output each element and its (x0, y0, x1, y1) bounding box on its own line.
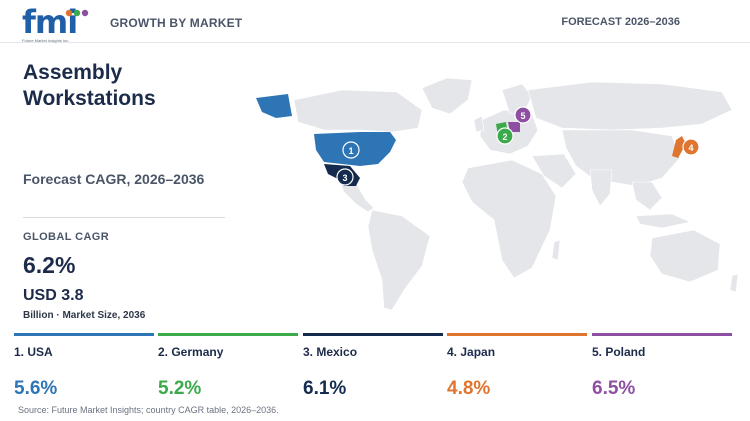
country-name-germany: 2. Germany (158, 345, 224, 359)
country-card-germany[interactable]: 2. Germany 5.2% (158, 333, 298, 400)
source-note: Source: Future Market Insights; country … (18, 405, 279, 415)
global-cagr-label: GLOBAL CAGR (23, 231, 110, 243)
country-cagr-germany: 5.2% (158, 378, 202, 399)
country-bar-japan (447, 333, 587, 336)
country-cagr-mexico: 6.1% (303, 378, 347, 399)
country-name-poland: 5. Poland (592, 345, 646, 359)
country-cagr-usa: 5.6% (14, 378, 58, 399)
rank-markers: 1 2 3 4 5 (336, 106, 700, 186)
marker-poland[interactable]: 5 (514, 106, 532, 124)
marker-mexico-label: 3 (342, 173, 347, 183)
marker-germany[interactable]: 2 (496, 127, 514, 145)
country-name-mexico: 3. Mexico (303, 345, 358, 359)
country-card-poland[interactable]: 5. Poland 6.5% (592, 333, 732, 400)
section-label: GROWTH BY MARKET (110, 16, 243, 30)
country-bar-mexico (303, 333, 443, 336)
forecast-label: FORECAST 2026–2036 (561, 16, 680, 28)
marker-usa[interactable]: 1 (342, 141, 360, 159)
country-card-japan[interactable]: 4. Japan 4.8% (447, 333, 587, 400)
global-cagr-value: 6.2% (23, 252, 76, 278)
marker-germany-label: 2 (502, 132, 507, 142)
logo-tagline: Future Market Insights Inc. (22, 38, 70, 43)
country-japan[interactable] (672, 136, 686, 158)
marker-japan-label: 4 (688, 143, 693, 153)
marker-poland-label: 5 (520, 111, 525, 121)
country-bar-germany (158, 333, 298, 336)
country-poland[interactable] (508, 122, 520, 132)
country-cagr-japan: 4.8% (447, 378, 491, 399)
header-bar: fmi Future Market Insights Inc. GROWTH B… (0, 0, 750, 43)
fmi-logo[interactable]: fmi Future Market Insights Inc. (22, 6, 94, 44)
country-name-usa: 1. USA (14, 345, 53, 359)
marker-japan[interactable]: 4 (682, 138, 700, 156)
country-card-mexico[interactable]: 3. Mexico 6.1% (303, 333, 443, 400)
country-bar-usa (14, 333, 154, 336)
chart-title: Assembly Workstations (23, 61, 156, 110)
world-map: 1 2 3 4 5 (256, 77, 739, 311)
country-bar-poland (592, 333, 732, 336)
summary-divider (23, 217, 225, 218)
market-size-value: USD 3.8 (23, 287, 84, 304)
country-alaska[interactable] (256, 94, 292, 118)
logo-people-icon (65, 9, 89, 17)
chart-subtitle: Forecast CAGR, 2026–2036 (23, 171, 205, 187)
country-name-japan: 4. Japan (447, 345, 496, 359)
marker-mexico[interactable]: 3 (336, 168, 354, 186)
market-size-note: Billion · Market Size, 2036 (23, 310, 146, 321)
country-cagr-poland: 6.5% (592, 378, 636, 399)
marker-usa-label: 1 (348, 146, 353, 156)
country-card-usa[interactable]: 1. USA 5.6% (14, 333, 154, 400)
